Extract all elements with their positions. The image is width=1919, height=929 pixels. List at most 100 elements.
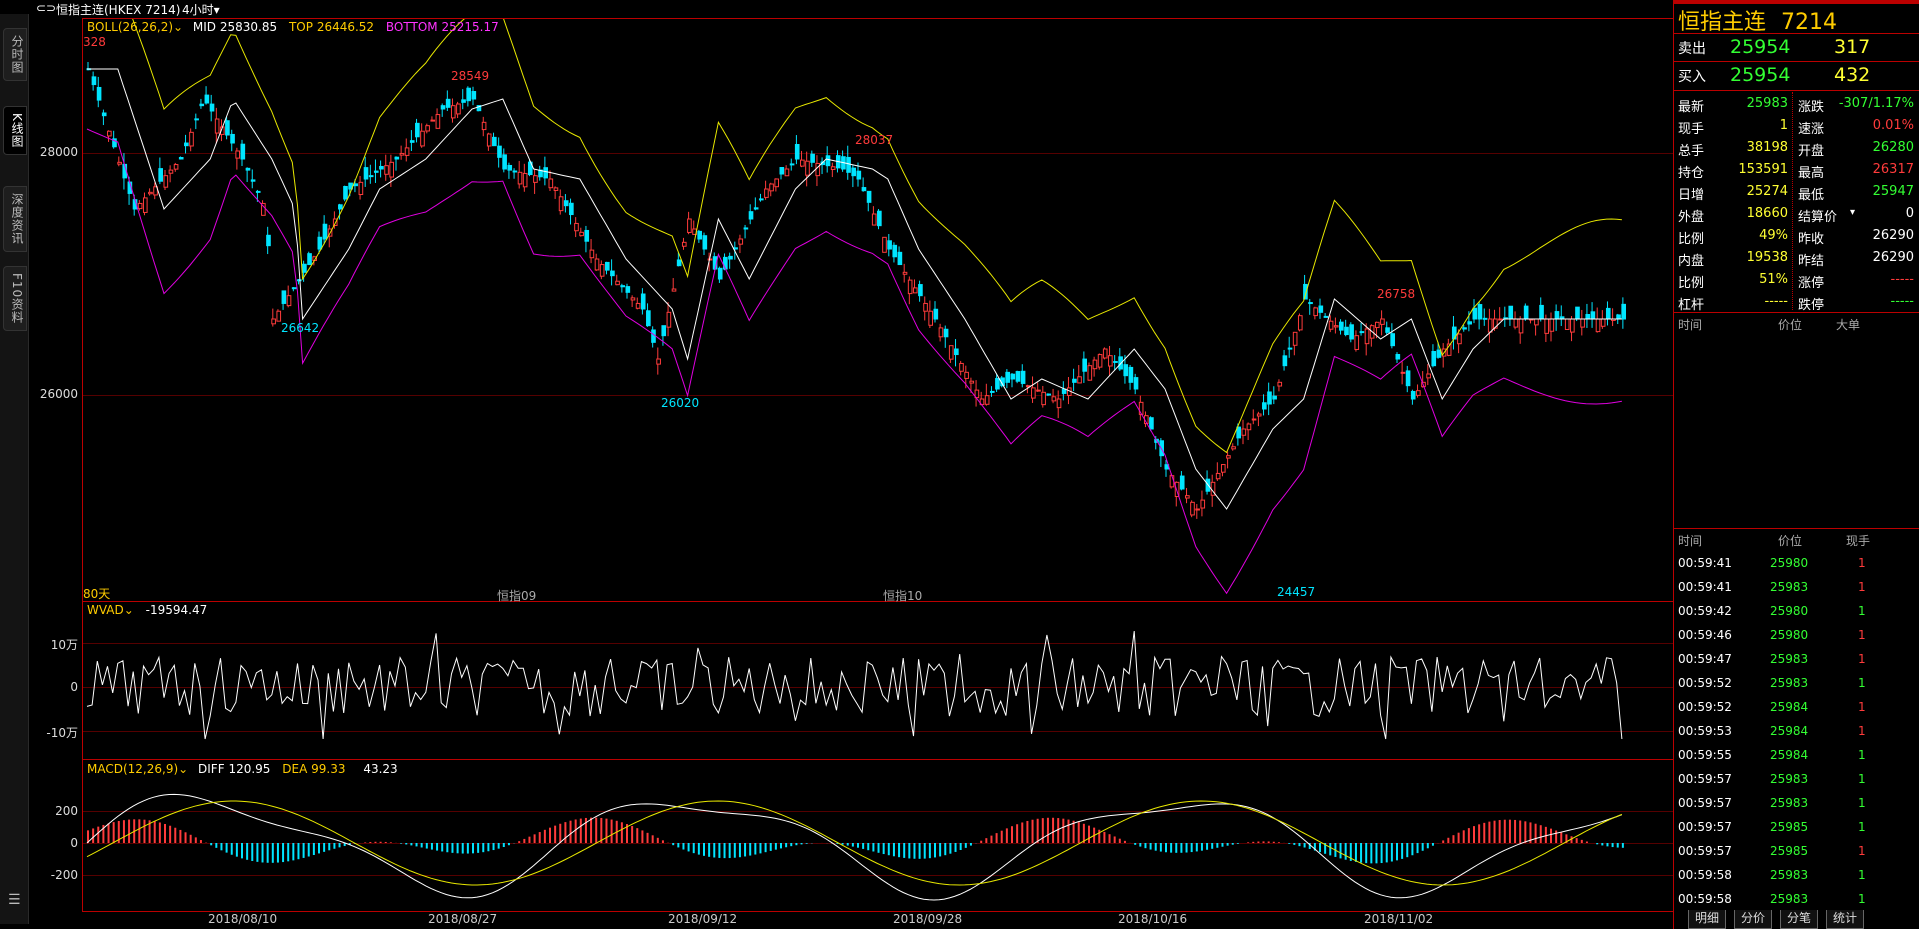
candle-body: [1580, 318, 1585, 328]
candle-body: [404, 147, 410, 156]
chevron-down-icon: ▾: [213, 3, 220, 17]
candle-body: [1395, 354, 1401, 360]
column-divider: [1792, 92, 1793, 310]
candle-body: [1431, 351, 1437, 367]
candle-body: [1416, 390, 1421, 396]
quote-field-value: 25274: [1746, 184, 1788, 199]
macd-legend[interactable]: MACD(12,26,9)⌄ DIFF 120.95 DEA 99.33 43.…: [87, 762, 398, 776]
candle-body: [646, 310, 651, 327]
tab-price-split[interactable]: 分价: [1734, 910, 1773, 929]
candle-body: [1313, 307, 1319, 317]
quote-field-label: 最高: [1798, 166, 1825, 181]
candle-body: [91, 76, 97, 86]
big-order-header-time: 时间: [1678, 318, 1703, 332]
candle-body: [430, 119, 436, 122]
separator: [1674, 528, 1919, 529]
boll-legend[interactable]: BOLL(26,26,2)⌄ MID 25830.85 TOP 26446.52…: [87, 20, 499, 34]
tab-detail[interactable]: 明细: [1688, 910, 1727, 929]
candle-body: [1333, 325, 1339, 328]
candle-body: [1303, 283, 1308, 300]
tab-trades[interactable]: 分笔: [1780, 910, 1819, 929]
tick-price: 25983: [1770, 868, 1809, 882]
tab-kline[interactable]: K线图: [3, 106, 27, 155]
candle-body: [1385, 327, 1390, 333]
candle-body: [225, 120, 230, 136]
tick-time: 00:59:58: [1678, 892, 1732, 906]
quote-field-label: 最新: [1678, 100, 1705, 115]
candle-body: [1605, 307, 1611, 320]
tab-f10[interactable]: F10资料: [3, 266, 27, 332]
candle-body: [625, 286, 631, 293]
macd-dea-value: 99.33: [311, 762, 346, 776]
ask-row[interactable]: 卖出 25954 317: [1674, 36, 1919, 58]
candle-body: [959, 362, 964, 372]
candle-body: [1405, 370, 1411, 387]
candle-body: [1564, 318, 1570, 330]
candle-body: [656, 358, 661, 365]
candle-body: [533, 175, 538, 183]
candle-body: [543, 167, 549, 179]
price-mark-high: 28037: [855, 133, 894, 147]
boll-mid-label: MID: [192, 20, 217, 34]
candle-body: [409, 140, 415, 143]
candle-body: [445, 98, 451, 108]
tab-timeshare[interactable]: 分时图: [3, 28, 27, 81]
period-selector[interactable]: 4小时▾: [182, 1, 220, 18]
quote-field-value: 25983: [1746, 96, 1788, 111]
candle-body: [1282, 355, 1288, 367]
quote-field-value: 0.01%: [1872, 118, 1914, 133]
candle-body: [1518, 318, 1524, 334]
tick-price: 25980: [1770, 556, 1809, 570]
candle-body: [476, 105, 482, 112]
candle-body: [1056, 398, 1062, 409]
candle-body: [851, 167, 856, 177]
wvad-legend[interactable]: WVAD⌄ -19594.47: [87, 603, 207, 617]
candle-body: [1426, 373, 1431, 379]
candle-body: [235, 150, 241, 159]
candle-body: [1549, 318, 1555, 332]
menu-icon[interactable]: ☰: [8, 892, 21, 908]
candle-body: [948, 345, 954, 360]
macd-diff-value: 120.95: [228, 762, 271, 776]
candle-body: [1308, 302, 1313, 305]
candle-body: [204, 94, 210, 104]
separator: [1674, 90, 1919, 91]
candle-body: [1215, 472, 1221, 480]
tab-stats[interactable]: 统计: [1826, 910, 1865, 929]
tick-volume: 1: [1858, 580, 1866, 594]
quote-field-label: 开盘: [1798, 144, 1825, 159]
caret-down-icon[interactable]: ▾: [1850, 207, 1856, 218]
left-tab-bar: 分时图 K线图 深度资讯 F10资料 ☰: [0, 14, 29, 924]
candle-body: [112, 138, 117, 148]
candle-body: [912, 287, 918, 294]
candle-body: [173, 164, 179, 170]
tick-volume: 1: [1858, 556, 1866, 570]
bid-row[interactable]: 买入 25954 432: [1674, 64, 1919, 86]
tick-price: 25980: [1770, 628, 1809, 642]
quote-field-row: 日增 25274 最低 25947: [1674, 180, 1919, 203]
candle-body: [107, 130, 112, 137]
quote-field-row: 内盘 19538 昨结 26290: [1674, 246, 1919, 269]
candle-body: [230, 133, 235, 144]
candle-body: [1118, 356, 1123, 370]
x-axis-label: 2018/09/12: [668, 912, 738, 926]
tick-price: 25983: [1770, 796, 1809, 810]
macd-diff-line: [86, 793, 1623, 901]
chart-area[interactable]: BOLL(26,26,2)⌄ MID 25830.85 TOP 26446.52…: [82, 18, 1674, 912]
instrument-title: 恒指主连(HKEX 7214): [56, 3, 181, 17]
tab-news[interactable]: 深度资讯: [3, 186, 27, 252]
candle-body: [635, 302, 641, 309]
candle-body: [923, 302, 928, 312]
candle-body: [954, 348, 959, 356]
price-mark-high: 28549: [451, 69, 490, 83]
quote-field-value: 153591: [1738, 162, 1788, 177]
candle-body: [1113, 360, 1118, 363]
tick-price: 25984: [1770, 724, 1809, 738]
candle-body: [794, 144, 800, 160]
candle-body: [1272, 395, 1277, 400]
separator: [1674, 33, 1919, 34]
candle-body: [1457, 333, 1462, 345]
tick-time: 00:59:42: [1678, 604, 1732, 618]
grid-line: [83, 875, 1673, 876]
candle-body: [1036, 389, 1041, 392]
